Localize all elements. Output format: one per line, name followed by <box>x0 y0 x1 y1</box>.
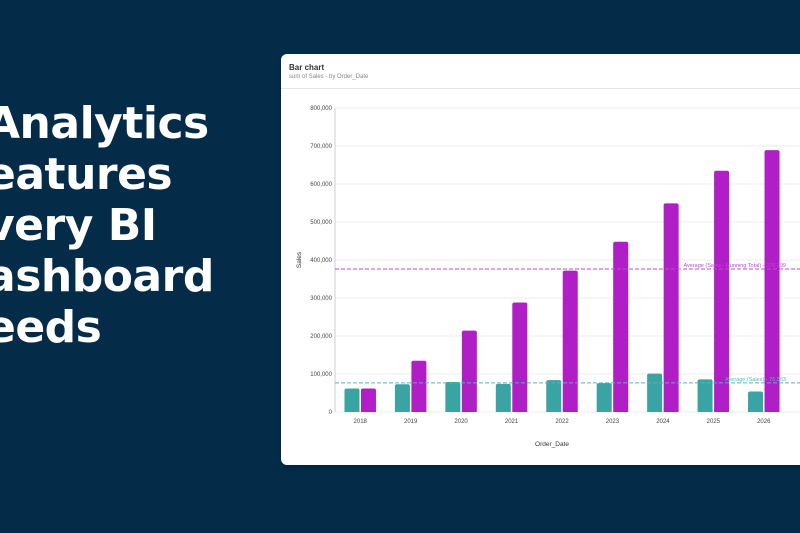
x-axis-title: Order_Date <box>535 441 569 448</box>
x-tick-label: 2018 <box>354 419 368 425</box>
bar-running-total <box>613 241 629 412</box>
chart-title: Bar chart <box>289 63 325 72</box>
bar-chart: 0 100,000 200,000 300,000 400,000 500,000 600,… <box>296 106 800 448</box>
bar-sales <box>394 384 410 412</box>
x-tick-label: 2022 <box>555 419 569 425</box>
y-tick-label: 400,000 <box>310 258 332 264</box>
x-tick-label: 2021 <box>505 419 519 425</box>
bar-sales <box>495 383 511 412</box>
headline-line-5: eeds <box>0 302 102 353</box>
x-tick-label: 2024 <box>656 419 670 425</box>
y-tick-label: 200,000 <box>310 334 332 340</box>
bar-running-total <box>663 203 679 412</box>
x-tick-label: 2023 <box>606 419 620 425</box>
bar-running-total <box>714 170 730 412</box>
bar-sales <box>748 391 764 412</box>
x-tick-label: 2020 <box>454 419 468 425</box>
headline-line-3: very BI <box>0 200 157 251</box>
bar-sales <box>647 373 663 412</box>
bar-sales <box>344 388 360 412</box>
headline-line-4: ashboard <box>0 251 214 302</box>
y-tick-label: 700,000 <box>310 144 332 150</box>
y-tick-label: 0 <box>329 410 333 416</box>
chart-card-header: Bar chart sum of Sales - by Order_Date <box>281 54 800 89</box>
bar-sales <box>697 379 713 412</box>
headline-line-1: Analytics <box>0 98 209 149</box>
y-tick-label: 100,000 <box>310 372 332 378</box>
bar-sales <box>546 380 562 412</box>
bar-running-total <box>461 330 477 412</box>
bar-running-total <box>411 360 427 412</box>
y-tick-label: 600,000 <box>310 182 332 188</box>
chart-card: Bar chart sum of Sales - by Order_Date 0… <box>281 54 800 465</box>
y-tick-label: 300,000 <box>310 296 332 302</box>
bar-sales <box>596 383 612 412</box>
x-tick-label: 2019 <box>404 419 418 425</box>
bar-running-total <box>512 302 528 412</box>
chart-subtitle: sum of Sales - by Order_Date <box>289 74 369 80</box>
headline-line-2: eatures <box>0 149 173 200</box>
bar-running-total <box>360 388 376 412</box>
y-axis-title: Sales <box>296 251 303 268</box>
average-line-label: Average (Sales - Running Total) - 376,29… <box>683 263 786 269</box>
x-tick-label: 2026 <box>757 419 771 425</box>
bar-running-total <box>562 270 578 412</box>
bar-sales <box>445 381 461 412</box>
y-tick-label: 500,000 <box>310 220 332 226</box>
headline: Analytics eatures very BI ashboard eeds <box>0 98 214 353</box>
x-tick-label: 2025 <box>707 419 721 425</box>
average-line-label: Average (Sales) - 76,563 <box>725 377 786 383</box>
y-tick-label: 800,000 <box>310 106 332 112</box>
bar-running-total <box>764 150 780 412</box>
